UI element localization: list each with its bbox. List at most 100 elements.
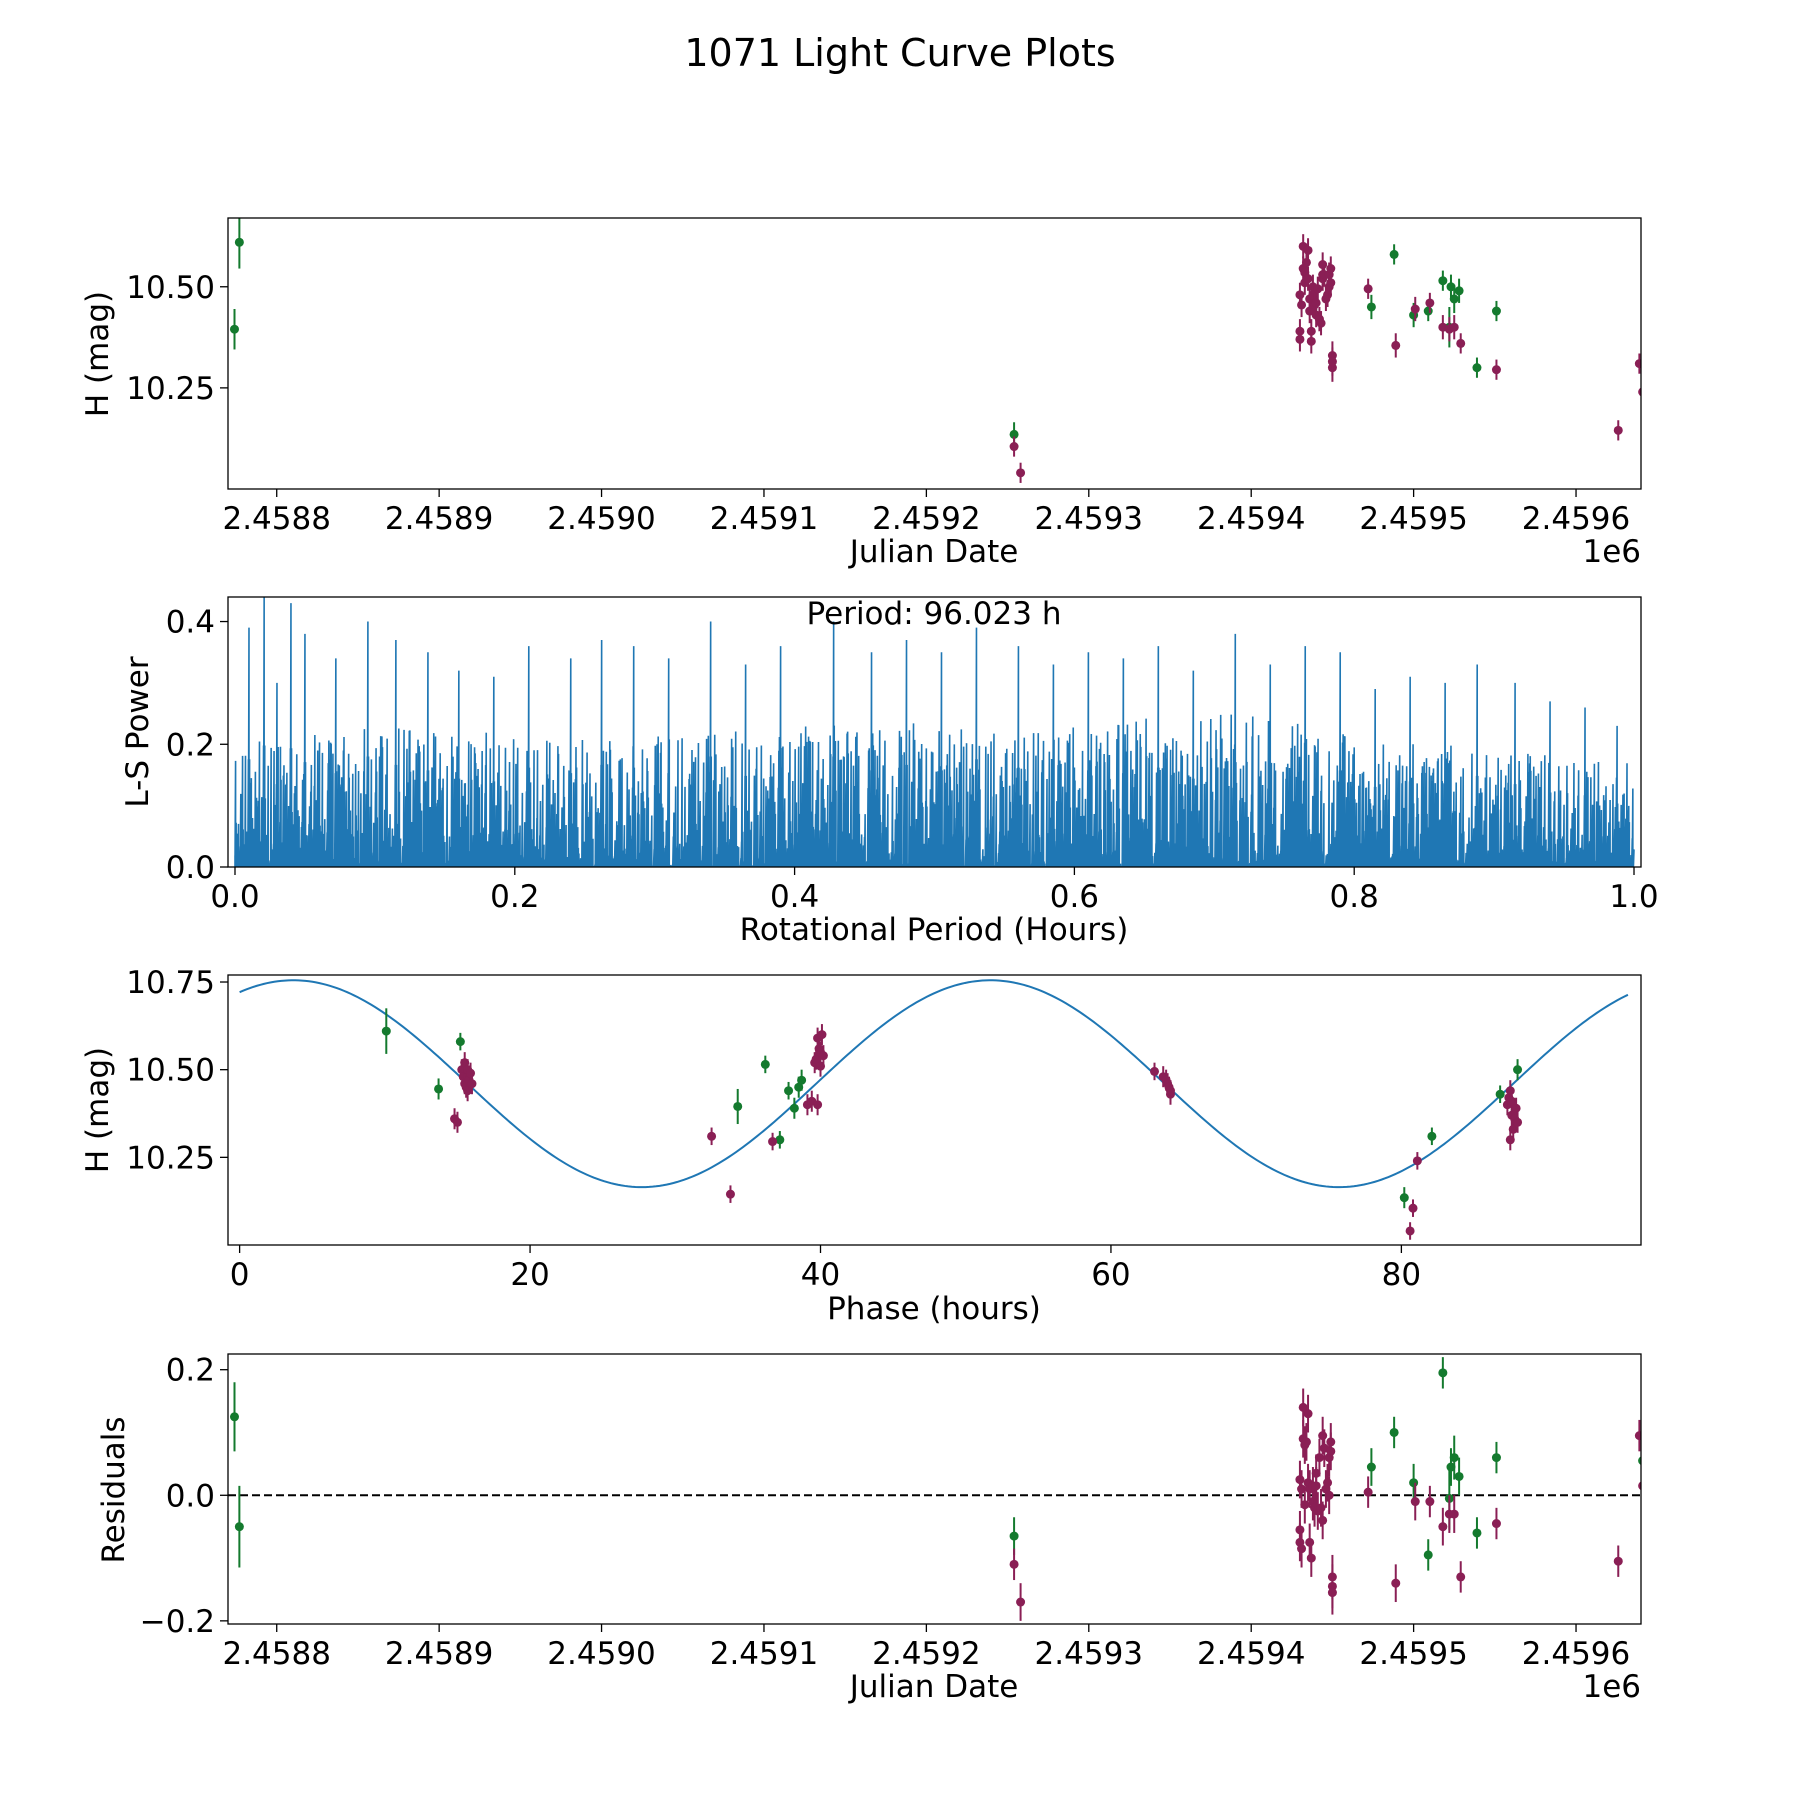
panel-residuals-frame bbox=[227, 1353, 1642, 1625]
data-point-green bbox=[1491, 306, 1501, 316]
data-point-green bbox=[1638, 1456, 1641, 1465]
x-tick-label: 2.4591 bbox=[710, 501, 818, 537]
y-tick-label: 0.4 bbox=[166, 605, 215, 641]
data-point-maroon bbox=[768, 1137, 778, 1147]
data-point-green bbox=[733, 1101, 743, 1111]
panel-periodogram-xlabel: Rotational Period (Hours) bbox=[740, 912, 1129, 948]
data-point-green bbox=[1472, 1528, 1482, 1538]
data-point-maroon bbox=[1613, 425, 1623, 435]
x-tick-label: 2.4596 bbox=[1522, 501, 1630, 537]
x-tick-label: 60 bbox=[1091, 1257, 1130, 1293]
x-tick-label: 20 bbox=[510, 1257, 549, 1293]
y-tick-label: 10.25 bbox=[126, 1140, 215, 1176]
panel-residuals: 2.4588 2.4589 2.4590 2.4591 2.4592 2.4593 2.45… bbox=[96, 1353, 1642, 1705]
period-annotation: Period: 96.023 h bbox=[807, 596, 1062, 632]
data-point-maroon bbox=[1449, 322, 1459, 332]
data-point-maroon bbox=[1438, 1522, 1448, 1532]
data-point-green bbox=[1427, 1131, 1437, 1141]
periodogram-line bbox=[234, 597, 1635, 867]
data-point-maroon bbox=[1491, 365, 1501, 375]
data-point-maroon bbox=[1311, 298, 1321, 308]
panel-residuals-offset-label: 1e6 bbox=[1582, 1669, 1641, 1705]
data-point-green bbox=[1438, 276, 1448, 286]
y-tick-label: 0.2 bbox=[166, 1353, 215, 1389]
data-point-maroon bbox=[1295, 1475, 1305, 1485]
y-tick-label: 10.50 bbox=[126, 270, 215, 306]
x-tick-label: 2.4588 bbox=[222, 501, 330, 537]
x-tick-label: 2.4593 bbox=[1035, 501, 1143, 537]
x-tick-label: 2.4590 bbox=[547, 501, 655, 537]
panel-residuals-ylabel: Residuals bbox=[96, 1416, 132, 1563]
data-point-maroon bbox=[1634, 1431, 1641, 1441]
x-tick-label: 0.4 bbox=[770, 879, 819, 915]
panel-phased-ylabel: H (mag) bbox=[80, 1047, 116, 1173]
data-point-maroon bbox=[1513, 1117, 1523, 1127]
data-point-maroon bbox=[1449, 1509, 1459, 1519]
x-tick-label: 2.4593 bbox=[1035, 1636, 1143, 1672]
data-point-green bbox=[1472, 363, 1482, 373]
data-point-maroon bbox=[813, 1100, 823, 1110]
data-point-maroon bbox=[1425, 298, 1435, 308]
data-point-maroon bbox=[1507, 1096, 1517, 1106]
y-tick-label: 10.25 bbox=[126, 371, 215, 407]
data-point-maroon bbox=[1297, 300, 1307, 310]
data-point-maroon bbox=[1318, 1431, 1328, 1441]
data-point-green bbox=[1491, 1453, 1501, 1463]
y-tick-label: −0.2 bbox=[140, 1604, 215, 1640]
data-point-green bbox=[1389, 1427, 1399, 1437]
data-point-maroon bbox=[452, 1117, 462, 1127]
data-point-green bbox=[1454, 286, 1464, 296]
x-tick-label: 0 bbox=[230, 1257, 250, 1293]
data-point-maroon bbox=[1016, 1597, 1026, 1607]
data-point-green bbox=[1366, 1462, 1376, 1472]
data-point-green bbox=[1366, 302, 1376, 312]
data-point-maroon bbox=[1326, 1446, 1336, 1456]
x-tick-label: 80 bbox=[1382, 1257, 1421, 1293]
data-point-green bbox=[1409, 1478, 1419, 1488]
data-point-maroon bbox=[1638, 1481, 1641, 1491]
x-tick-label: 2.4591 bbox=[710, 1636, 818, 1672]
data-point-green bbox=[1438, 1368, 1448, 1378]
data-point-maroon bbox=[1306, 1553, 1316, 1563]
y-tick-label: 0.2 bbox=[166, 727, 215, 763]
panel-periodogram: 0.0 0.2 0.4 0.6 0.8 1.0 0.0 0.2 0.4 Rotational P… bbox=[120, 596, 1659, 948]
y-tick-label: 10.75 bbox=[126, 965, 215, 1001]
data-point-maroon bbox=[1634, 359, 1641, 369]
x-tick-label: 2.4589 bbox=[385, 1636, 493, 1672]
data-point-maroon bbox=[1316, 1503, 1326, 1513]
panel-periodogram-frame bbox=[227, 596, 1642, 868]
data-point-maroon bbox=[1303, 274, 1313, 284]
data-point-maroon bbox=[1324, 1490, 1334, 1500]
data-point-maroon bbox=[1016, 468, 1026, 478]
data-point-green bbox=[1449, 1453, 1459, 1463]
x-tick-label: 2.4592 bbox=[872, 501, 980, 537]
data-point-maroon bbox=[1295, 290, 1305, 300]
data-point-maroon bbox=[818, 1051, 828, 1061]
data-point-maroon bbox=[1511, 1103, 1521, 1113]
data-point-maroon bbox=[1295, 334, 1305, 344]
data-point-green bbox=[381, 1026, 391, 1036]
panel-residuals-xlabel: Julian Date bbox=[848, 1669, 1019, 1705]
x-tick-label: 2.4594 bbox=[1197, 501, 1305, 537]
data-point-maroon bbox=[1638, 387, 1641, 397]
data-point-maroon bbox=[1505, 1086, 1515, 1096]
data-point-maroon bbox=[1412, 1156, 1422, 1166]
data-point-green bbox=[229, 1412, 239, 1422]
panel-light-curve-ylabel: H (mag) bbox=[80, 291, 116, 417]
data-point-maroon bbox=[1326, 278, 1336, 288]
x-tick-label: 0.2 bbox=[490, 879, 539, 915]
data-point-maroon bbox=[1408, 1203, 1418, 1213]
data-point-maroon bbox=[1305, 306, 1315, 316]
data-point-maroon bbox=[707, 1131, 717, 1141]
x-tick-label: 0.6 bbox=[1050, 879, 1099, 915]
data-point-maroon bbox=[1391, 1578, 1401, 1588]
x-tick-label: 40 bbox=[801, 1257, 840, 1293]
data-point-green bbox=[784, 1086, 794, 1096]
data-point-green bbox=[775, 1135, 785, 1145]
x-tick-label: 2.4595 bbox=[1359, 1636, 1467, 1672]
data-point-maroon bbox=[1318, 1515, 1328, 1525]
data-point-green bbox=[1389, 249, 1399, 259]
data-point-maroon bbox=[1456, 1572, 1466, 1582]
